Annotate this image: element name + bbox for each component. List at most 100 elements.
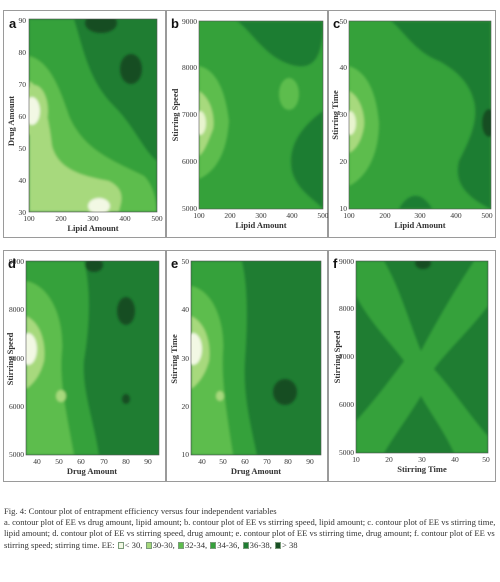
svg-text:40: 40 xyxy=(182,305,190,314)
svg-text:50: 50 xyxy=(340,17,348,26)
contour-band-c36-38 xyxy=(391,21,491,209)
contour-spot-lt30 xyxy=(199,111,206,135)
svg-text:400: 400 xyxy=(450,211,462,220)
svg-text:7000: 7000 xyxy=(182,110,197,119)
contour-spot-gt38 xyxy=(85,19,117,33)
x-ticks-a: 100 200 300 400 500 xyxy=(23,214,163,223)
y-ticks-d: 5000 6000 7000 8000 9000 xyxy=(9,257,24,459)
svg-text:20: 20 xyxy=(385,455,393,464)
panel-label-e: e xyxy=(171,256,178,271)
svg-text:9000: 9000 xyxy=(182,17,197,26)
panel-e: e 10 20 30 40 50 40 50 60 70 80 90 Drug Amount … xyxy=(166,250,328,482)
svg-text:50: 50 xyxy=(182,257,190,266)
contour-spot-gt38 xyxy=(273,379,297,405)
svg-text:500: 500 xyxy=(481,211,493,220)
legend-item-lt30: < 30, xyxy=(117,539,143,550)
legend-item-gt38: > 38 xyxy=(274,540,298,550)
panel-label-d: d xyxy=(8,256,16,271)
legend-item-30-30: 30-30, xyxy=(145,540,175,550)
x-axis-label-c: Lipid Amount xyxy=(394,220,445,230)
svg-text:40: 40 xyxy=(198,457,206,466)
legend-item-32-34: 32-34, xyxy=(177,540,207,550)
contour-spot-lt30 xyxy=(191,333,202,365)
contour-spot-c32-34 xyxy=(279,78,299,110)
x-axis-label-d: Drug Amount xyxy=(67,466,117,476)
figure-caption: Fig. 4: Contour plot of entrapment effic… xyxy=(4,506,498,551)
svg-text:90: 90 xyxy=(144,457,152,466)
svg-text:80: 80 xyxy=(284,457,292,466)
y-axis-label-d: Stirring Speed xyxy=(5,332,15,385)
svg-text:10: 10 xyxy=(352,455,360,464)
contour-spot-gt38 xyxy=(85,261,103,272)
svg-text:70: 70 xyxy=(100,457,108,466)
svg-text:6000: 6000 xyxy=(339,400,354,409)
legend-label: > 38 xyxy=(282,539,298,550)
svg-text:300: 300 xyxy=(414,211,426,220)
plot-c-svg: c 10 20 30 40 50 100 200 300 400 500 Lipid Amo… xyxy=(330,16,493,230)
svg-text:500: 500 xyxy=(151,214,163,223)
svg-text:10: 10 xyxy=(182,450,190,459)
contour-spot-c30-30 xyxy=(216,391,224,401)
legend-item-34-36: 34-36, xyxy=(209,539,240,550)
svg-text:9000: 9000 xyxy=(339,257,354,266)
svg-text:90: 90 xyxy=(306,457,314,466)
svg-text:50: 50 xyxy=(219,457,227,466)
svg-text:6000: 6000 xyxy=(182,157,197,166)
plot-d-svg: d 5000 6000 7000 8000 9000 40 50 60 70 80 90 Dr… xyxy=(5,256,160,476)
legend-label: < 30, xyxy=(124,539,143,550)
svg-text:30: 30 xyxy=(418,455,426,464)
y-axis-label-e: Stirring Time xyxy=(169,334,179,384)
svg-text:40: 40 xyxy=(451,455,459,464)
legend-label: 34-36, xyxy=(217,539,240,550)
svg-text:200: 200 xyxy=(379,211,391,220)
legend-item-36-38: 36-38, xyxy=(242,540,272,550)
legend-label: 32-34, xyxy=(184,539,208,550)
y-ticks-b: 5000 6000 7000 8000 9000 xyxy=(182,17,197,213)
y-ticks-e: 10 20 30 40 50 xyxy=(182,257,190,459)
y-ticks-f: 5000 6000 7000 8000 9000 xyxy=(339,257,354,457)
contour-spot-gt38 xyxy=(120,54,142,84)
x-axis-label-b: Lipid Amount xyxy=(235,220,286,230)
svg-text:60: 60 xyxy=(77,457,85,466)
svg-text:200: 200 xyxy=(224,211,236,220)
svg-text:300: 300 xyxy=(255,211,267,220)
svg-text:50: 50 xyxy=(482,455,490,464)
svg-text:5000: 5000 xyxy=(9,450,24,459)
svg-text:20: 20 xyxy=(182,402,190,411)
svg-text:50: 50 xyxy=(19,144,27,153)
svg-text:80: 80 xyxy=(19,48,27,57)
svg-text:7000: 7000 xyxy=(9,354,24,363)
svg-text:8000: 8000 xyxy=(9,305,24,314)
legend-swatch xyxy=(242,541,249,549)
figure-description: a. contour plot of EE vs drug amount, li… xyxy=(4,517,496,550)
svg-text:70: 70 xyxy=(263,457,271,466)
svg-text:50: 50 xyxy=(55,457,63,466)
y-axis-label-b: Stirring Speed xyxy=(170,88,180,141)
panel-label-c: c xyxy=(333,16,340,31)
x-ticks-e: 40 50 60 70 80 90 xyxy=(198,457,314,466)
svg-text:90: 90 xyxy=(19,16,27,25)
svg-text:200: 200 xyxy=(55,214,67,223)
contour-band-c30-30 xyxy=(199,91,214,156)
svg-text:400: 400 xyxy=(119,214,131,223)
panel-d: d 5000 6000 7000 8000 9000 40 50 60 70 80 90 Dr… xyxy=(3,250,166,482)
svg-text:40: 40 xyxy=(340,63,348,72)
svg-text:40: 40 xyxy=(33,457,41,466)
contour-band-c36-38 xyxy=(237,21,323,67)
contour-band-c30-30 xyxy=(349,91,365,153)
contour-spot-gt38 xyxy=(482,109,491,137)
panel-label-a: a xyxy=(9,16,17,31)
legend-swatch xyxy=(210,541,217,549)
y-axis-label-f: Stirring Speed xyxy=(332,330,342,383)
legend-swatch xyxy=(275,541,282,549)
y-axis-label-c: Stirring Time xyxy=(330,90,340,140)
svg-text:500: 500 xyxy=(317,211,329,220)
svg-text:8000: 8000 xyxy=(339,304,354,313)
panel-a: a 30 40 50 60 70 80 90 100 200 300 400 500 Lipid… xyxy=(3,10,166,238)
panel-c: c 10 20 30 40 50 100 200 300 400 500 Lipid Amo… xyxy=(328,10,496,238)
contour-spot-gt38 xyxy=(415,261,431,269)
ee-legend: < 30, 30-30, 32-34, 34-36, 36-38, > 38 xyxy=(117,540,298,550)
figure-title: Fig. 4: Contour plot of entrapment effic… xyxy=(4,506,277,516)
legend-label: 30-30, xyxy=(152,539,175,550)
